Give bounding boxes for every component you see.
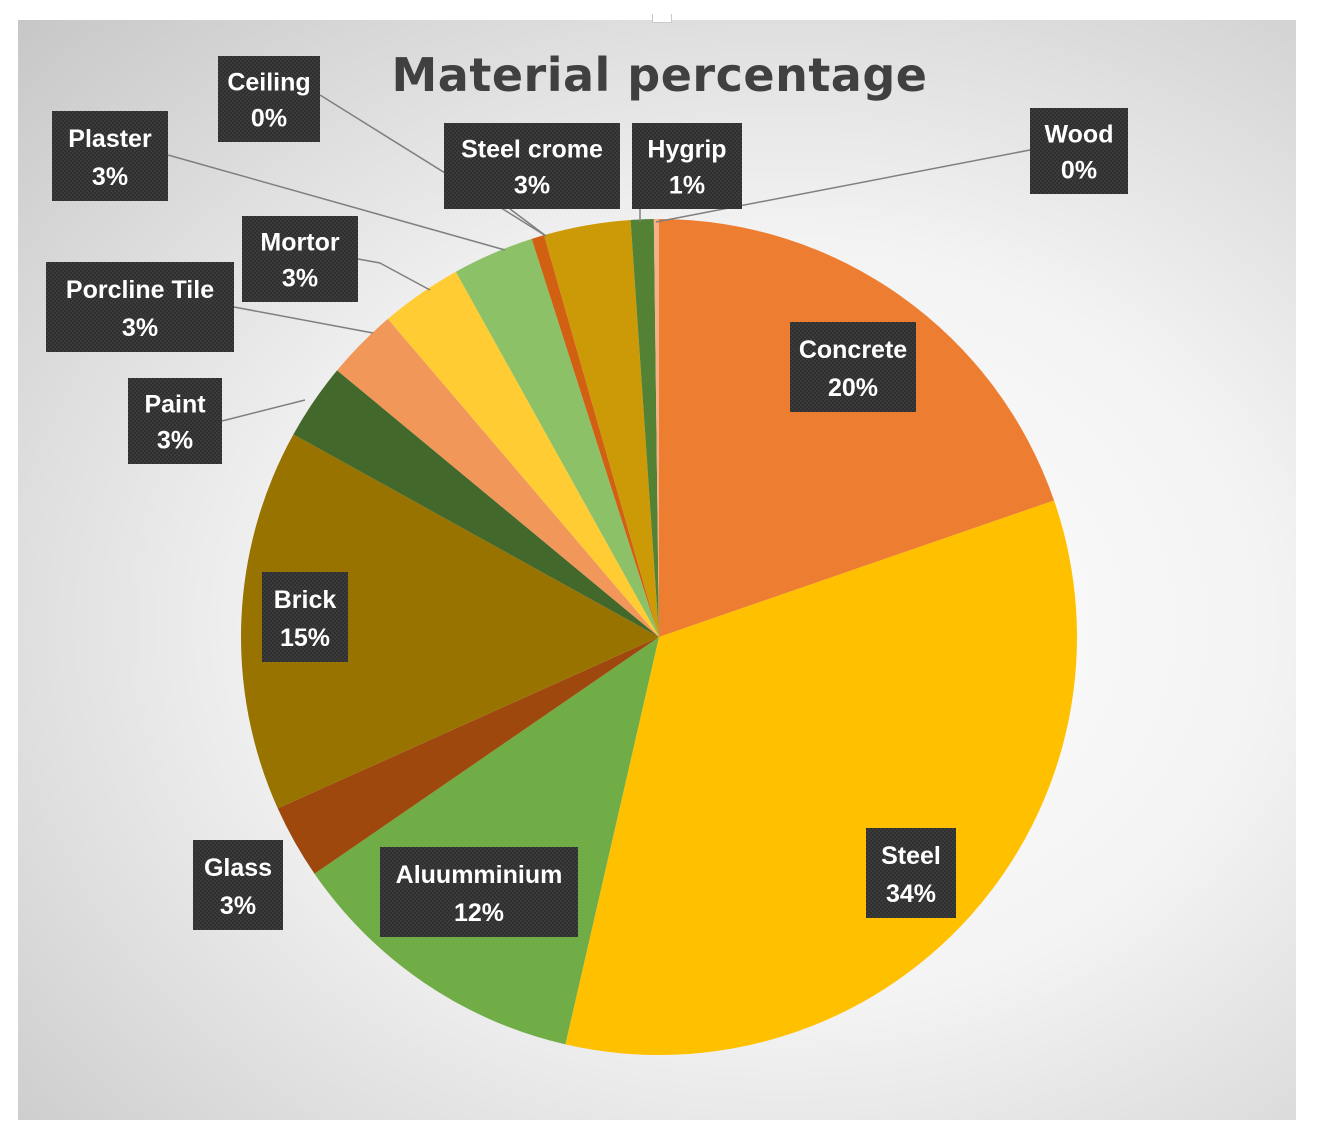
leader-line (167, 154, 506, 251)
data-label-box (193, 840, 283, 930)
data-label-box (218, 56, 320, 142)
pie-slice-concrete[interactable] (659, 219, 1055, 637)
data-label: Mortor 3% (242, 216, 358, 302)
pie-slice-steel-crome[interactable] (544, 219, 659, 637)
data-label-value: 3% (122, 314, 158, 342)
data-label-box (444, 123, 620, 209)
pie-slice-plaster[interactable] (455, 238, 659, 638)
data-label-value: 3% (220, 892, 256, 920)
data-label-category: Aluumminium (396, 861, 563, 889)
data-label: Steel crome 3% (444, 123, 620, 209)
data-label: Ceiling 0% (218, 56, 320, 142)
data-labels: Concrete 20% Steel 34% Aluumminium 12% Glass 3%… (46, 56, 1128, 937)
data-label-category: Paint (144, 390, 206, 418)
data-label-category: Porcline Tile (66, 276, 214, 304)
data-label-category: Steel (881, 842, 941, 870)
data-label-value: 3% (514, 172, 550, 200)
leader-line (233, 306, 374, 334)
chart-title: Material percentage (391, 48, 928, 102)
data-label-value: 3% (92, 163, 128, 191)
data-label: Porcline Tile 3% (46, 262, 234, 352)
pie-slice-wood[interactable] (653, 218, 659, 637)
data-label: Hygrip 1% (632, 123, 742, 209)
data-label-box (1030, 108, 1128, 194)
data-label-category: Steel crome (461, 135, 603, 163)
data-label: Brick 15% (262, 572, 348, 662)
pie-slice-brick[interactable] (240, 434, 659, 809)
leader-line (509, 208, 547, 237)
data-label-box (262, 572, 348, 662)
data-label: Paint 3% (128, 378, 222, 464)
data-label-box (52, 111, 168, 201)
data-label-category: Brick (274, 586, 337, 614)
data-label-category: Concrete (799, 336, 907, 364)
data-label-box (242, 216, 358, 302)
data-label: Steel 34% (866, 828, 956, 918)
leader-lines (167, 94, 1031, 422)
data-label-box (632, 123, 742, 209)
data-label-value: 1% (669, 172, 705, 200)
leader-line (655, 149, 1031, 223)
data-label: Wood 0% (1030, 108, 1128, 194)
data-label-value: 34% (886, 880, 936, 908)
data-label-box (790, 322, 916, 412)
resize-handle[interactable] (652, 14, 672, 23)
data-label-value: 0% (251, 105, 287, 133)
pie-slice-ceiling[interactable] (531, 235, 659, 638)
data-label-box (46, 262, 234, 352)
data-label-value: 12% (454, 899, 504, 927)
data-label-value: 0% (1061, 157, 1097, 185)
data-label-category: Wood (1045, 120, 1114, 148)
data-label-value: 3% (282, 265, 318, 293)
pie-slice-hygrip[interactable] (630, 219, 659, 637)
data-label-category: Ceiling (227, 68, 310, 96)
data-label-box (128, 378, 222, 464)
pie-slice-mortor[interactable] (387, 271, 659, 637)
pie-slice-porcline-tile[interactable] (337, 318, 659, 637)
data-label-category: Plaster (68, 125, 152, 153)
pie-slice-glass[interactable] (277, 637, 659, 874)
leader-line (319, 94, 547, 237)
data-label-category: Mortor (260, 228, 339, 256)
data-label-box (380, 847, 578, 937)
data-label-category: Hygrip (647, 135, 726, 163)
data-label-value: 15% (280, 624, 330, 652)
data-label: Glass 3% (193, 840, 283, 930)
pie-slices (240, 218, 1077, 1056)
data-label-box (866, 828, 956, 918)
leader-line (221, 399, 306, 422)
data-label-value: 3% (157, 427, 193, 455)
leader-line (357, 258, 431, 291)
data-label: Aluumminium 12% (380, 847, 578, 937)
data-label: Concrete 20% (790, 322, 916, 412)
data-label-value: 20% (828, 374, 878, 402)
data-label-category: Glass (204, 854, 272, 882)
pie-slice-paint[interactable] (293, 370, 659, 637)
pie-slice-aluumminium[interactable] (314, 637, 659, 1045)
data-label: Plaster 3% (52, 111, 168, 201)
